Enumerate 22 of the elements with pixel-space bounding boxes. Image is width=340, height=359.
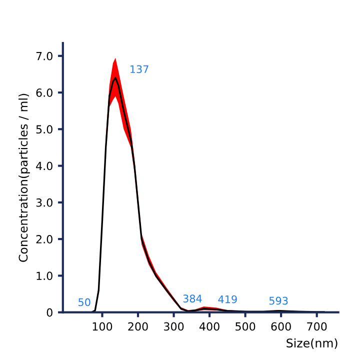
x-tick-label: 700 [307,322,327,331]
annotation: 50 [78,298,90,306]
x-tick-label: 300 [164,322,184,331]
x-tick-label: 100 [92,322,112,331]
annotation: 419 [218,295,237,304]
y-tick-label: 0 [46,308,52,317]
y-tick-label: 3.0 [36,198,52,207]
y-tick-label: 5.0 [36,125,52,134]
y-tick-label: 4.0 [36,162,52,170]
x-tick-label: 600 [271,322,291,331]
y-tick-label: 2.0 [36,235,52,244]
x-tick-label: 400 [199,322,220,331]
x-axis-title: Size(nm) [286,338,338,349]
annotation: 384 [183,294,202,302]
y-tick-label: 1.0 [36,272,52,280]
annotation: 593 [269,296,288,305]
annotation: 137 [130,65,148,74]
y-tick-label: 6.0 [36,88,52,97]
y-axis-title: Concentration(particles / ml) [18,94,30,262]
x-tick-label: 500 [236,322,256,331]
x-tick-label: 200 [128,322,148,331]
y-tick-label: 7.0 [36,52,52,60]
